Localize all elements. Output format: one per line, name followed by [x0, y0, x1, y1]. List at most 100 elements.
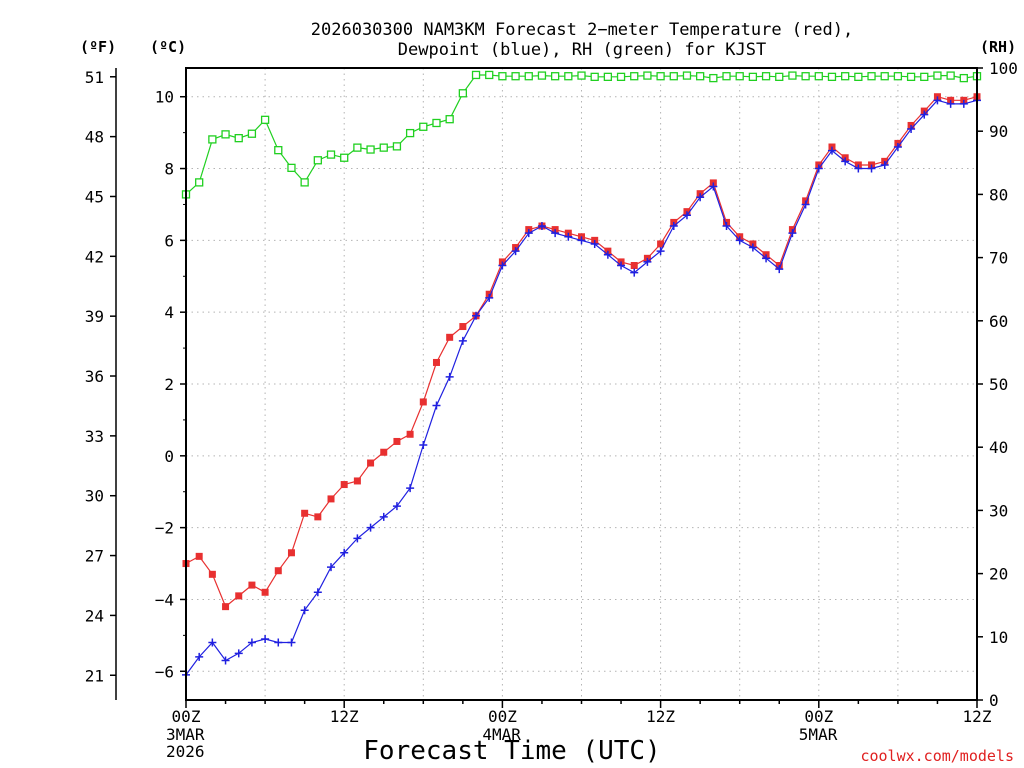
- time-tick-label: 12Z: [963, 707, 992, 726]
- rh-point: [260, 115, 270, 124]
- rh-point: [234, 134, 243, 143]
- dewpoint-point: [340, 548, 349, 557]
- dewpoint-point: [498, 261, 507, 270]
- celsius-axis: −6 −4 −2 0 2 4 6 8 10: [155, 88, 186, 681]
- dewpoint-point: [366, 523, 375, 532]
- dewpoint-point: [907, 125, 916, 134]
- dewpoint-point: [722, 222, 731, 230]
- temperature-point: [222, 603, 230, 611]
- rh-point: [893, 72, 903, 81]
- rh-point: [748, 72, 758, 81]
- temperature-point: [367, 459, 375, 467]
- rh-series: [181, 70, 982, 199]
- rh-point: [827, 72, 837, 81]
- fahrenheit-axis: 21 24 27 30 33 36 39 42 45 48 51: [85, 68, 117, 700]
- rh-point: [326, 150, 336, 159]
- dewpoint-point: [775, 265, 784, 274]
- celsius-tick-label: 0: [164, 447, 174, 466]
- temperature-point: [340, 481, 348, 489]
- dewpoint-point: [841, 157, 850, 166]
- rh-axis: 0 10 20 30 40 50 60 70 80 90 100: [977, 59, 1018, 710]
- dewpoint-point: [590, 239, 599, 248]
- rh-point: [577, 71, 586, 80]
- rh-point: [920, 72, 929, 81]
- dewpoint-point: [669, 222, 678, 230]
- fahrenheit-tick-label: 39: [85, 307, 104, 326]
- dewpoint-point: [419, 441, 428, 450]
- dewpoint-point: [432, 401, 441, 410]
- dewpoint-point: [524, 229, 533, 238]
- dewpoint-point: [827, 146, 836, 155]
- celsius-tick-label: 8: [164, 160, 174, 179]
- dewpoint-point: [682, 211, 691, 220]
- rh-point: [419, 122, 428, 131]
- temperature-series: [182, 93, 981, 611]
- dewpoint-point: [748, 243, 757, 252]
- temperature-point: [419, 398, 427, 406]
- fahrenheit-tick-label: 30: [85, 487, 104, 506]
- fahrenheit-tick-label: 27: [85, 547, 104, 566]
- rh-point: [247, 129, 257, 138]
- rh-point: [630, 72, 639, 81]
- time-tick-label: 00Z: [172, 707, 201, 726]
- year-label: 2026: [166, 742, 205, 761]
- fahrenheit-unit-label: (ºF): [80, 38, 116, 56]
- rh-point: [287, 163, 296, 173]
- rh-point: [682, 71, 692, 80]
- dewpoint-point: [656, 247, 665, 256]
- rh-point: [946, 71, 955, 80]
- rh-point: [537, 71, 547, 80]
- dewpoint-point: [735, 236, 744, 245]
- rh-point: [616, 72, 626, 81]
- celsius-unit-label: (ºC): [150, 38, 186, 56]
- rh-point: [208, 135, 217, 144]
- dewpoint-point: [867, 164, 876, 173]
- temperature-point: [327, 495, 335, 503]
- rh-tick-label: 20: [989, 565, 1008, 584]
- rh-point: [392, 142, 402, 151]
- rh-point: [722, 72, 731, 81]
- rh-point: [933, 71, 942, 80]
- temperature-point: [208, 570, 216, 578]
- rh-point: [788, 71, 797, 80]
- dewpoint-point: [959, 99, 968, 108]
- rh-point: [564, 72, 573, 81]
- dewpoint-point: [801, 200, 810, 209]
- dewpoint-series: [182, 96, 981, 679]
- rh-point: [300, 178, 309, 187]
- temperature-point: [301, 509, 309, 517]
- time-tick-label: 00Z: [488, 707, 517, 726]
- rh-tick-label: 10: [989, 628, 1008, 647]
- celsius-tick-label: −4: [155, 590, 174, 609]
- temperature-point: [406, 430, 414, 438]
- rh-point: [959, 73, 968, 83]
- dewpoint-point: [261, 634, 270, 643]
- rh-point: [801, 72, 810, 81]
- dewpoint-point: [643, 257, 652, 266]
- rh-tick-label: 100: [989, 59, 1018, 78]
- rh-point: [498, 72, 507, 81]
- celsius-tick-label: −2: [155, 519, 174, 538]
- temperature-point: [314, 513, 322, 521]
- celsius-tick-label: −6: [155, 662, 174, 681]
- dewpoint-point: [327, 563, 336, 572]
- dewpoint-point: [537, 222, 546, 230]
- rh-point: [775, 72, 784, 81]
- dewpoint-point: [287, 638, 296, 647]
- dewpoint-point: [920, 110, 929, 119]
- rh-point: [906, 72, 916, 81]
- temperature-point: [393, 437, 401, 445]
- rh-point: [735, 72, 744, 81]
- temperature-point: [380, 448, 388, 456]
- rh-tick-label: 50: [989, 375, 1008, 394]
- rh-point: [696, 72, 705, 81]
- fahrenheit-tick-label: 33: [85, 427, 104, 446]
- dewpoint-point: [485, 293, 494, 302]
- dewpoint-point: [709, 182, 718, 191]
- fahrenheit-tick-label: 42: [85, 247, 104, 266]
- dewpoint-point: [472, 311, 481, 320]
- dewpoint-point: [617, 261, 626, 270]
- rh-point: [643, 71, 652, 80]
- celsius-tick-label: 6: [164, 231, 174, 250]
